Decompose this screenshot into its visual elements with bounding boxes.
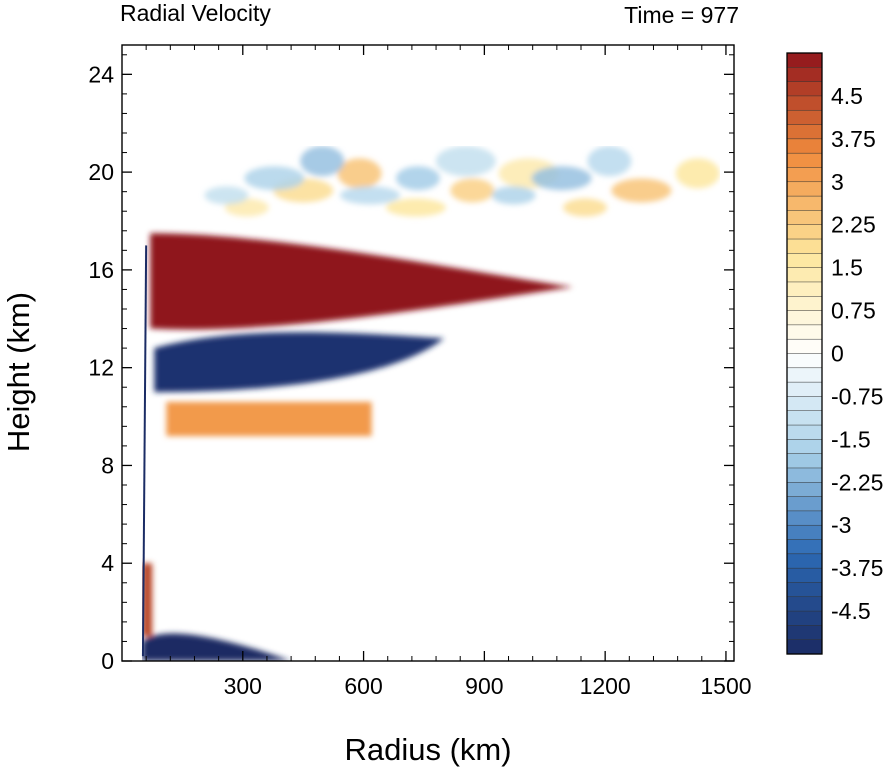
x-tick-label: 600 xyxy=(344,673,382,699)
feature-upper-level-negative-patches xyxy=(244,166,305,191)
feature-upper-level-positive-patches xyxy=(675,158,720,189)
colorbar-box xyxy=(786,439,823,455)
colorbar-box xyxy=(786,625,823,641)
colorbar-box xyxy=(786,367,823,383)
colorbar-box xyxy=(786,253,823,269)
colorbar-box xyxy=(786,381,823,397)
colorbar-box xyxy=(786,267,823,283)
x-axis-label: Radius (km) xyxy=(344,732,512,767)
feature-upper-level-positive-patches xyxy=(563,198,608,217)
feature-upper-level-negative-patches xyxy=(587,146,632,177)
colorbar-label: 3.75 xyxy=(831,126,876,152)
y-tick-label: 0 xyxy=(101,648,114,674)
colorbar-box xyxy=(786,424,823,440)
colorbar-box xyxy=(786,109,823,126)
colorbar-box xyxy=(786,338,823,355)
feature-mid-level-outflow xyxy=(166,401,372,437)
colorbar-box xyxy=(786,281,823,297)
x-tick-label: 1500 xyxy=(700,673,751,699)
time-annotation: Time = 977 xyxy=(624,2,739,28)
colorbar-box xyxy=(786,52,823,68)
colorbar-box xyxy=(786,152,823,169)
axes: 300 600 900 1200 1500 0 4 8 12 16 20 24 xyxy=(88,45,752,699)
colorbar-box xyxy=(786,95,823,111)
colorbar-box xyxy=(786,496,823,512)
eyewall-line xyxy=(141,245,148,657)
colorbar-box xyxy=(786,639,823,655)
colorbar-box xyxy=(786,539,823,555)
colorbar-box xyxy=(786,610,823,626)
colorbar-box xyxy=(786,582,823,598)
colorbar-box xyxy=(786,310,823,326)
y-tick-label: 24 xyxy=(88,61,114,87)
feature-upper-level-positive-patches xyxy=(337,158,382,189)
feature-boundary-layer-inflow xyxy=(142,633,292,661)
feature-upper-level-positive-patches xyxy=(450,178,495,203)
colorbar-box xyxy=(786,453,823,469)
colorbar-label: -3.75 xyxy=(831,555,883,581)
colorbar-label: -4.5 xyxy=(831,598,871,624)
colorbar-label: -0.75 xyxy=(831,383,883,409)
feature-upper-level-negative-patches xyxy=(300,146,345,177)
colorbar-box xyxy=(786,224,823,240)
colorbar-box xyxy=(786,353,823,369)
feature-upper-level-positive-patches xyxy=(611,178,672,203)
chart-title: Radial Velocity xyxy=(120,0,271,26)
plot-frame xyxy=(121,44,735,662)
y-tick-label: 16 xyxy=(88,257,114,283)
colorbar-box xyxy=(786,195,823,211)
y-tick-label: 8 xyxy=(101,452,114,478)
colorbar-box xyxy=(786,167,823,183)
feature-upper-level-negative-patches xyxy=(204,186,249,205)
y-tick-label: 4 xyxy=(101,550,114,576)
colorbar-box xyxy=(786,510,823,526)
colorbar-box xyxy=(786,553,823,569)
x-tick-label: 300 xyxy=(224,673,262,699)
colorbar-box xyxy=(786,81,823,97)
y-axis-label: Height (km) xyxy=(1,291,36,453)
colorbar-box xyxy=(786,524,823,541)
feature-mid-level-inflow xyxy=(154,332,445,393)
colorbar-label: 0 xyxy=(831,341,844,367)
feature-low-level-eyewall-outflow xyxy=(142,563,153,637)
y-tick-label: 20 xyxy=(88,159,114,185)
feature-upper-outflow-jet xyxy=(150,233,573,330)
colorbar-box xyxy=(786,181,823,197)
colorbar-box xyxy=(786,467,823,483)
colorbar-box xyxy=(786,138,823,154)
colorbar-label: -1.5 xyxy=(831,426,871,452)
colorbar-box xyxy=(786,238,823,254)
colorbar-label: 2.25 xyxy=(831,212,876,238)
feature-upper-level-negative-patches xyxy=(435,146,496,177)
feature-upper-level-positive-patches xyxy=(385,198,446,217)
colorbar-box xyxy=(786,410,823,426)
colorbar-frame xyxy=(786,52,823,655)
feature-upper-level-negative-patches xyxy=(491,186,536,205)
colorbar-label: 3 xyxy=(831,169,844,195)
colorbar-label: 1.5 xyxy=(831,255,863,281)
colorbar-box xyxy=(786,296,823,312)
colorbar: 4.5 3.75 3 2.25 1.5 0.75 0 -0.75 -1.5 -2.25 -3 -3.7… xyxy=(786,52,883,655)
colorbar-box xyxy=(786,67,823,83)
feature-upper-level-negative-patches xyxy=(395,166,440,191)
feature-upper-level-negative-patches xyxy=(531,166,592,191)
colorbar-box xyxy=(786,596,823,612)
x-tick-label: 900 xyxy=(465,673,503,699)
x-tick-label: 1200 xyxy=(580,673,631,699)
feature-upper-level-negative-patches xyxy=(340,186,401,205)
colorbar-box xyxy=(786,396,823,412)
velocity-field xyxy=(141,146,720,661)
colorbar-label: 0.75 xyxy=(831,298,876,324)
colorbar-box xyxy=(786,324,823,340)
colorbar-label: -2.25 xyxy=(831,469,883,495)
colorbar-label: -3 xyxy=(831,512,851,538)
colorbar-box xyxy=(786,482,823,498)
colorbar-box xyxy=(786,567,823,584)
y-tick-label: 12 xyxy=(88,355,114,381)
colorbar-box xyxy=(786,124,823,140)
colorbar-label: 4.5 xyxy=(831,83,863,109)
colorbar-box xyxy=(786,210,823,226)
